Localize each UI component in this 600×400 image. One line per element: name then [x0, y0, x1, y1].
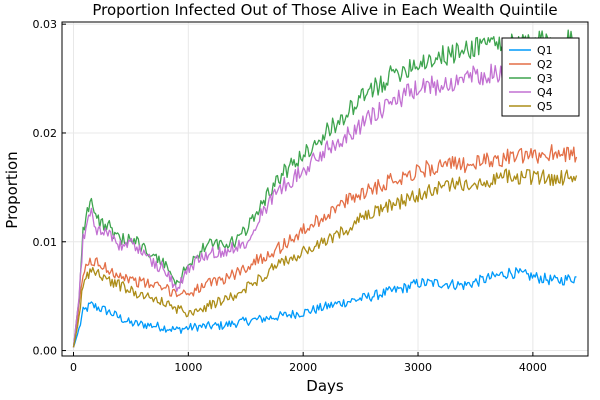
legend-label-q2: Q2	[537, 58, 553, 71]
x-tick-label: 4000	[519, 361, 547, 374]
y-tick-label: 0.03	[33, 18, 58, 31]
series-line-q3	[72, 29, 578, 348]
chart-title: Proportion Infected Out of Those Alive i…	[92, 1, 557, 19]
legend-label-q5: Q5	[537, 100, 553, 113]
y-axis-ticks: 0.00 0.01 0.02 0.03	[33, 18, 66, 358]
x-tick-label: 1000	[174, 361, 202, 374]
series-line-q2	[72, 144, 578, 348]
y-tick-label: 0.02	[33, 127, 58, 140]
series-line-q5	[72, 168, 578, 348]
x-axis-title: Days	[306, 377, 344, 395]
grid	[62, 22, 588, 356]
x-tick-label: 3000	[404, 361, 432, 374]
legend-label-q1: Q1	[537, 44, 553, 57]
y-axis-title: Proportion	[3, 151, 21, 228]
plot-series	[72, 29, 578, 348]
series-line-q1	[72, 267, 577, 348]
legend-box	[501, 37, 580, 117]
y-tick-label: 0.00	[33, 345, 58, 358]
x-tick-label: 0	[70, 361, 77, 374]
plot-frame	[61, 21, 589, 357]
legend-label-q3: Q3	[537, 72, 553, 85]
series-line-q4	[72, 58, 578, 348]
x-tick-label: 2000	[289, 361, 317, 374]
x-axis-ticks: 0 1000 2000 3000 4000	[70, 352, 547, 374]
legend-label-q4: Q4	[537, 86, 553, 99]
y-tick-label: 0.01	[33, 236, 58, 249]
